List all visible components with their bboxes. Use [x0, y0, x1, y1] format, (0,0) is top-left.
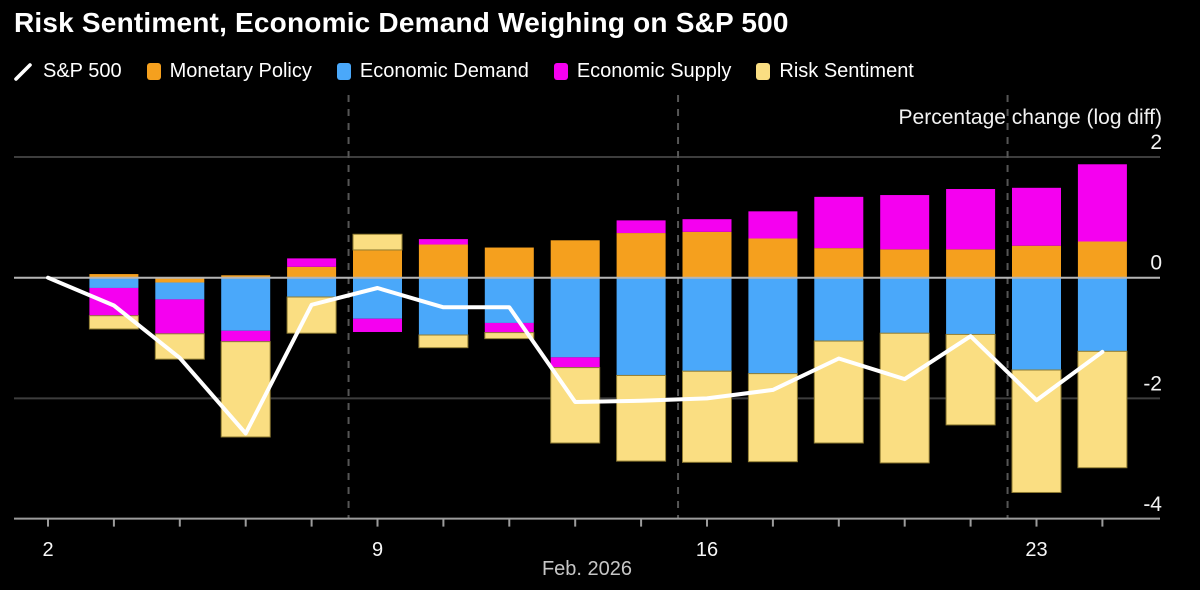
bar-segment-economic-demand — [484, 277, 534, 323]
y-tick-label: -4 — [1143, 493, 1162, 516]
bar-segment-economic-demand — [814, 277, 864, 342]
bar-segment-economic-demand — [616, 277, 666, 376]
bar-segment-monetary-policy — [353, 249, 402, 278]
bar-segment-economic-demand — [682, 277, 732, 372]
bar-segment-monetary-policy — [880, 249, 930, 278]
bar-segment-monetary-policy — [1077, 241, 1127, 278]
legend-item-label: Economic Demand — [359, 60, 529, 82]
x-tick-label: 16 — [696, 539, 718, 561]
bar-segment-risk-sentiment — [352, 233, 403, 251]
bar-segment-economic-supply — [880, 195, 930, 250]
bar-segment-economic-demand — [155, 282, 205, 300]
bar-segment-monetary-policy — [814, 248, 864, 278]
legend-item-economic-supply[interactable]: Economic Supply — [553, 60, 732, 83]
bar-segment-monetary-policy — [484, 247, 534, 278]
bar-segment-economic-supply — [748, 211, 798, 239]
bar-segment-economic-demand — [1012, 277, 1061, 371]
color-swatch-icon — [756, 63, 771, 80]
bar-segment-monetary-policy — [89, 274, 139, 278]
bar-segment-monetary-policy — [748, 238, 798, 278]
bar-segment-risk-sentiment — [747, 373, 798, 463]
bar-segment-economic-demand — [880, 277, 930, 334]
bar-segment-economic-supply — [946, 189, 996, 250]
bar-segment-economic-supply — [353, 318, 402, 332]
sp500-line — [46, 275, 1105, 436]
bar-segment-monetary-policy — [1012, 245, 1061, 278]
legend-item-label: Risk Sentiment — [779, 60, 914, 82]
bar-segment-monetary-policy — [616, 233, 666, 278]
bar-segment-economic-demand — [748, 277, 798, 374]
bar-segment-economic-demand — [946, 277, 996, 335]
bar-segment-economic-supply — [814, 196, 864, 249]
bar-segment-risk-sentiment — [220, 341, 271, 438]
x-axis-month-label: Feb. 2026 — [541, 558, 633, 580]
bar-segment-economic-supply — [418, 239, 468, 245]
bar-segment-economic-supply — [221, 330, 271, 342]
x-tick-label: 9 — [372, 539, 383, 561]
bar-segment-economic-demand — [89, 277, 139, 288]
legend: S&P 500 Monetary Policy Economic Demand Eco… — [14, 60, 914, 83]
bar-segment-risk-sentiment — [813, 340, 864, 444]
bar-segment-monetary-policy — [221, 275, 271, 278]
bar-segment-risk-sentiment — [418, 334, 469, 349]
bar-segment-risk-sentiment — [682, 370, 732, 463]
legend-item-label: Monetary Policy — [169, 60, 312, 82]
bar-segment-economic-supply — [682, 219, 732, 232]
y-tick-label: -2 — [1143, 372, 1162, 395]
bar-segment-economic-supply — [287, 258, 337, 267]
bar-segment-economic-demand — [221, 277, 271, 331]
color-swatch-icon — [553, 63, 568, 80]
x-tick-label: 2 — [42, 539, 53, 561]
y-tick-label: 2 — [1150, 131, 1162, 154]
legend-item-economic-demand[interactable]: Economic Demand — [336, 60, 529, 83]
color-swatch-icon — [336, 63, 351, 80]
legend-item-risk-sentiment[interactable]: Risk Sentiment — [756, 60, 914, 83]
bar-segment-monetary-policy — [155, 277, 205, 283]
bar-segment-economic-supply — [1077, 164, 1127, 242]
bar-segment-economic-demand — [287, 277, 337, 298]
legend-item-label: S&P 500 — [43, 60, 122, 82]
bar-segment-economic-supply — [550, 357, 600, 368]
bar-segment-economic-supply — [484, 322, 534, 333]
bar-segment-economic-supply — [89, 287, 139, 316]
bar-segment-monetary-policy — [287, 266, 337, 278]
bar-segment-economic-supply — [155, 299, 205, 334]
bar-segment-monetary-policy — [418, 244, 468, 278]
color-swatch-icon — [146, 63, 161, 80]
bar-segment-economic-demand — [550, 277, 600, 358]
line-swatch-icon — [14, 62, 32, 81]
bar-segment-monetary-policy — [682, 231, 732, 278]
y-tick-label: 0 — [1150, 252, 1162, 275]
bar-segment-economic-supply — [1012, 187, 1061, 246]
bar-segment-monetary-policy — [550, 240, 600, 278]
bar-segment-monetary-policy — [946, 249, 996, 278]
bar-segment-economic-demand — [353, 277, 402, 319]
bar-segment-risk-sentiment — [616, 374, 667, 462]
legend-item-s-p-500[interactable]: S&P 500 — [14, 60, 122, 83]
bar-segment-risk-sentiment — [88, 315, 139, 330]
bar-segment-risk-sentiment — [1077, 350, 1128, 469]
bar-segment-risk-sentiment — [879, 332, 930, 464]
y-axis-unit-label: Percentage change (log diff) — [898, 106, 1162, 129]
x-tick-label: 23 — [1025, 539, 1047, 561]
chart-title: Risk Sentiment, Economic Demand Weighing… — [14, 7, 789, 38]
bar-segment-economic-supply — [616, 220, 666, 234]
legend-item-monetary-policy[interactable]: Monetary Policy — [146, 60, 312, 83]
bar-segment-economic-demand — [1077, 277, 1127, 352]
legend-item-label: Economic Supply — [576, 60, 732, 82]
bar-segment-risk-sentiment — [484, 332, 535, 340]
